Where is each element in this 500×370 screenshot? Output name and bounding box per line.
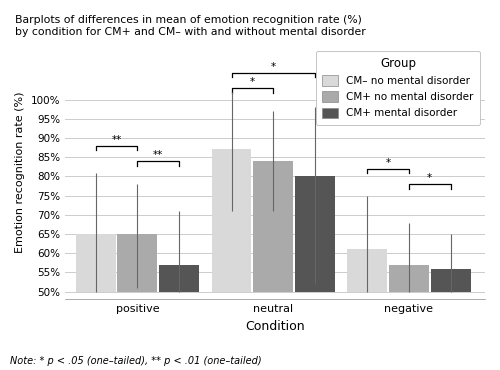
- Text: Note: * p < .05 (one–tailed), ** p < .01 (one–tailed): Note: * p < .05 (one–tailed), ** p < .01…: [10, 356, 262, 366]
- Text: **: **: [112, 135, 122, 145]
- Bar: [253, 161, 293, 292]
- Text: *: *: [386, 158, 390, 168]
- Legend: CM– no mental disorder, CM+ no mental disorder, CM+ mental disorder: CM– no mental disorder, CM+ no mental di…: [316, 51, 480, 125]
- Text: *: *: [250, 77, 255, 87]
- Bar: [118, 234, 158, 292]
- Text: **: **: [153, 150, 164, 160]
- Bar: [348, 249, 387, 292]
- X-axis label: Condition: Condition: [245, 320, 305, 333]
- Text: *: *: [427, 173, 432, 183]
- Y-axis label: Emotion recognition rate (%): Emotion recognition rate (%): [15, 92, 25, 253]
- Bar: [76, 234, 116, 292]
- Text: *: *: [270, 62, 276, 72]
- Text: Barplots of differences in mean of emotion recognition rate (%)
by condition for: Barplots of differences in mean of emoti…: [14, 15, 366, 37]
- Bar: [212, 149, 252, 292]
- Bar: [295, 176, 335, 292]
- Bar: [389, 265, 429, 292]
- Bar: [159, 265, 199, 292]
- Bar: [430, 269, 470, 292]
